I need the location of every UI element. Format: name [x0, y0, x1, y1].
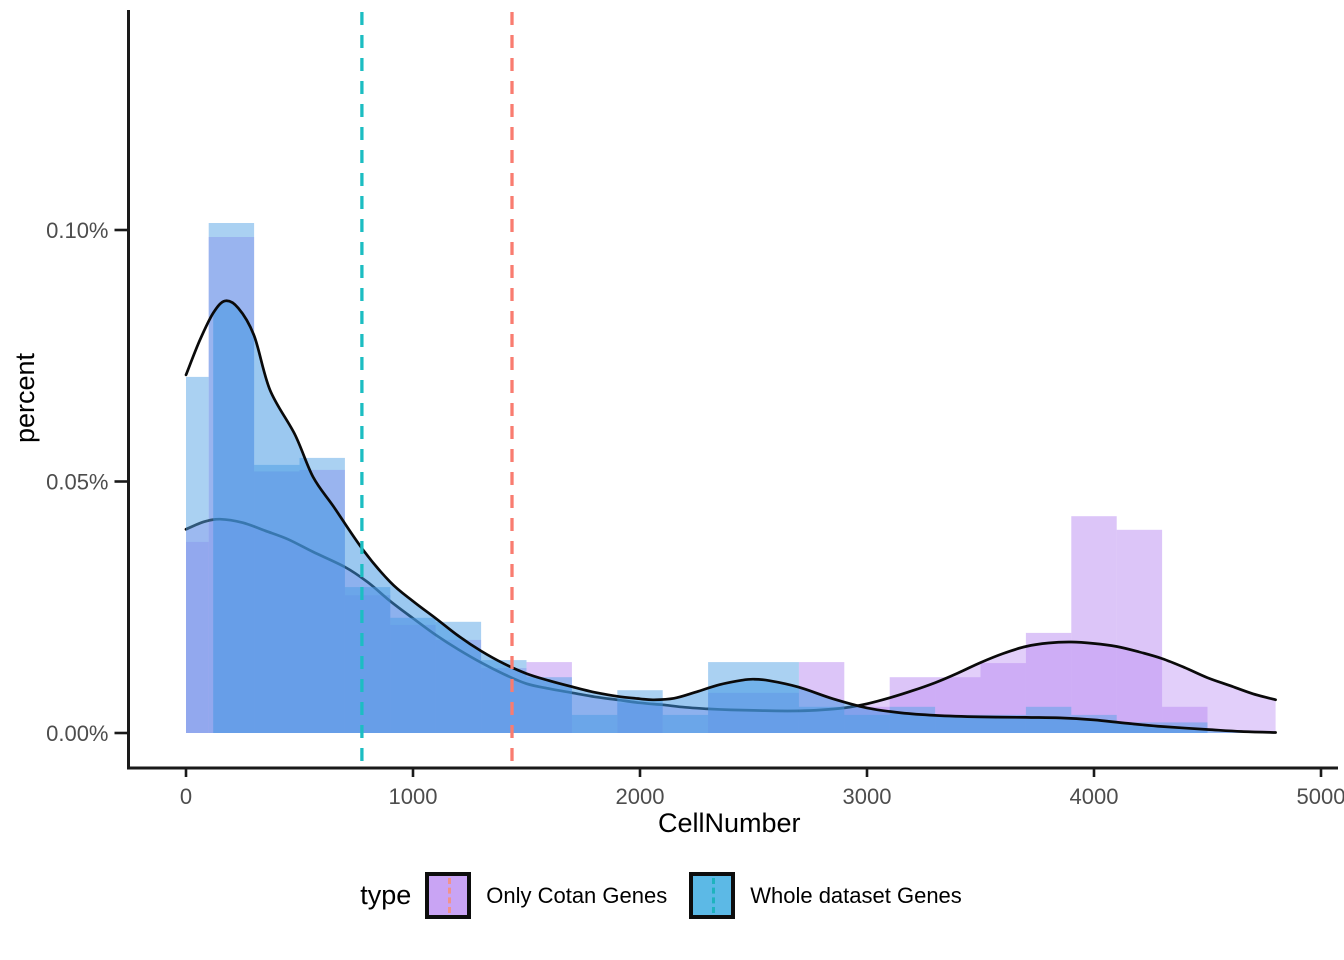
x-axis-title: CellNumber	[658, 808, 801, 838]
histogram-bar	[1116, 529, 1163, 733]
legend: type Only Cotan Genes Whole dataset Gene…	[0, 872, 1344, 919]
legend-title: type	[360, 880, 412, 910]
x-axis-tick-label: 0	[180, 784, 192, 809]
y-axis-tick-label: 0.05%	[46, 470, 108, 495]
y-axis-tick-label: 0.00%	[46, 721, 108, 746]
blue-density-curve	[184, 299, 1277, 734]
histogram-bar	[186, 376, 209, 733]
x-axis-tick-label: 1000	[389, 784, 438, 809]
x-axis-tick-label: 5000	[1297, 784, 1344, 809]
histogram-bar	[1071, 516, 1117, 733]
legend-item-only-cotan-genes: Only Cotan Genes	[425, 872, 667, 919]
legend-label: Only Cotan Genes	[486, 882, 668, 908]
legend-label: Whole dataset Genes	[750, 882, 962, 908]
red-dashed-line-icon	[448, 878, 452, 913]
legend-key-purple-swatch	[425, 872, 472, 919]
legend-key-blue-swatch	[689, 872, 736, 919]
blue-density	[184, 299, 1277, 734]
legend-item-whole-dataset-genes: Whole dataset Genes	[689, 872, 962, 919]
x-axis-tick-label: 3000	[843, 784, 892, 809]
y-axis-tick-label: 0.10%	[46, 218, 108, 243]
axes: 0 1000 2000 3000 4000 5000 0.00% 0.05% 0.10% Cell…	[10, 10, 1344, 838]
teal-dashed-line-icon	[712, 878, 716, 913]
plot-svg: 0 1000 2000 3000 4000 5000 0.00% 0.05% 0.10% Cell…	[10, 10, 1344, 838]
y-axis-title: percent	[10, 352, 40, 443]
x-axis-tick-label: 4000	[1070, 784, 1119, 809]
x-axis-tick-label: 2000	[616, 784, 665, 809]
density-histogram-plot: 0 1000 2000 3000 4000 5000 0.00% 0.05% 0.10% Cell…	[10, 10, 1344, 838]
blue-density-area	[213, 300, 1276, 733]
